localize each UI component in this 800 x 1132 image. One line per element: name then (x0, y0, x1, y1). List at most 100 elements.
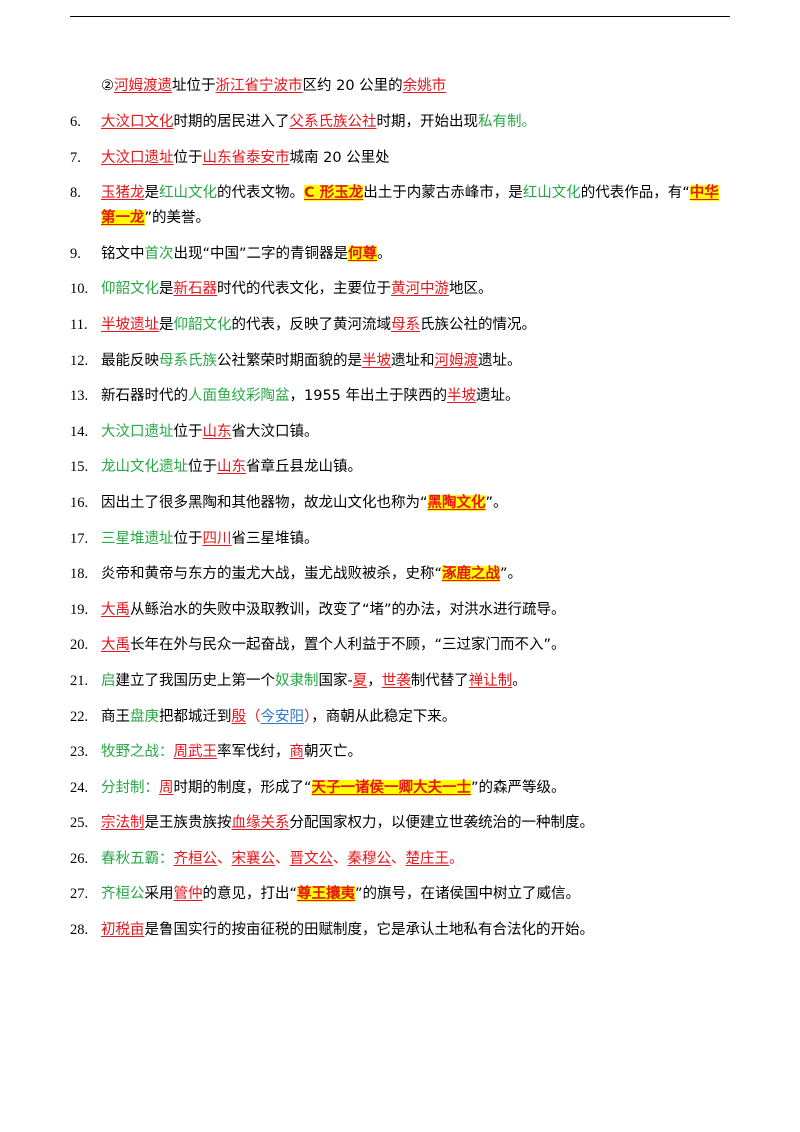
item-number: 22. (70, 708, 89, 725)
text-segment: 因出土了很多黑陶和其他器物，故龙山文化也称为“ (101, 494, 428, 511)
key-term: 初税亩 (101, 922, 145, 939)
key-term: 、 (275, 850, 290, 867)
key-term: 龙山文化遗址 (101, 459, 188, 476)
text-segment: 位于 (173, 149, 203, 166)
item-number: 28. (70, 922, 89, 939)
text-segment: 的代表，反映了黄河流域 (231, 316, 392, 333)
text-segment: 把都城迁到 (159, 708, 232, 725)
key-term: 世袭 (381, 672, 411, 689)
highlighted-term: 何尊 (348, 245, 378, 262)
list-item: 14. 大汶口遗址位于山东省大汶口镇。 (70, 420, 732, 445)
text-segment: 时期，开始出现 (376, 114, 479, 130)
text-segment: 的意见，打出“ (202, 886, 298, 903)
text-segment: ”。 (485, 494, 508, 511)
highlighted-term: 黑陶文化 (427, 494, 486, 511)
item-number: 16. (70, 494, 89, 511)
list-item: 26. 春秋五霸：齐桓公、宋襄公、晋文公、秦穆公、楚庄王。 (70, 847, 732, 872)
text-segment: 遗址。 (476, 388, 520, 405)
key-term: 母系 (391, 316, 420, 333)
key-term: 红山文化 (159, 185, 217, 202)
item-number: 9. (70, 245, 81, 262)
key-term: 、 (333, 850, 348, 867)
list-item: 18. 炎帝和黄帝与东方的蚩尤大战，蚩尤战败被杀，史称“涿鹿之战”。 (70, 562, 732, 587)
list-item: 10. 仰韶文化是新石器时代的代表文化，主要位于黄河中游地区。 (70, 277, 732, 302)
key-term: 人面鱼纹彩陶盆 (188, 388, 290, 405)
list-item: 17. 三星堆遗址位于四川省三星堆镇。 (70, 527, 732, 552)
key-term: 四川 (202, 530, 232, 547)
text-segment: 时代的代表文化，主要位于 (217, 281, 391, 298)
list-item: 28. 初税亩是鲁国实行的按亩征税的田赋制度，它是承认土地私有合法化的开始。 (70, 918, 732, 943)
text-segment: 是鲁国实行的按亩征税的田赋制度，它是承认土地私有合法化的开始。 (144, 922, 595, 939)
key-term: 玉猪龙 (101, 185, 145, 202)
key-term: 山东 (202, 423, 232, 440)
key-term: 大汶口文化 (101, 114, 174, 130)
key-term: 大禹 (101, 601, 130, 618)
text-segment: 建立了我国历史上第一个 (115, 672, 276, 689)
key-term: 、 (391, 850, 406, 867)
key-term: 仰韶文化 (173, 316, 232, 333)
key-term: 河姆渡 (434, 352, 479, 369)
item-number: 18. (70, 566, 89, 583)
list-item: 21. 启建立了我国历史上第一个奴隶制国家-夏，世袭制代替了禅让制。 (70, 669, 732, 694)
text-segment: 的代表作品，有“ (580, 185, 690, 202)
text-segment: 省三星堆镇。 (231, 530, 319, 547)
list-item: 25. 宗法制是王族贵族按血缘关系分配国家权力，以便建立世袭统治的一种制度。 (70, 811, 732, 836)
item-number: 23. (70, 744, 89, 761)
item-number: 27. (70, 886, 89, 903)
key-term: 周武王 (173, 744, 218, 761)
text-segment: 遗址。 (478, 352, 522, 369)
list-item: 19. 大禹从鲧治水的失败中汲取教训，改变了“堵”的办法，对洪水进行疏导。 (70, 598, 732, 623)
text-segment: 制代替了 (410, 672, 469, 689)
key-term: 启 (101, 672, 116, 689)
text-segment: 址位于 (172, 78, 216, 94)
key-term: 红山文化 (522, 185, 581, 202)
key-term: 商 (289, 744, 305, 761)
key-term: 首次 (144, 245, 174, 262)
list-item: 7. 大汶口遗址位于山东省泰安市城南 20 公里处 (70, 146, 732, 171)
item-number: 10. (70, 281, 89, 298)
key-term: 管仲 (173, 886, 203, 903)
key-term: 大汶口遗址 (101, 149, 174, 166)
key-term: 殷 (231, 708, 247, 725)
text-segment: 省章丘县龙山镇。 (246, 459, 362, 476)
key-term: 大禹 (101, 637, 130, 654)
text-segment: 炎帝和黄帝与东方的蚩尤大战，蚩尤战败被杀，史称“ (101, 566, 443, 583)
highlighted-term: 天子一诸侯一卿大夫一士 (311, 779, 472, 796)
key-term: （ (246, 708, 261, 725)
key-term: 半坡遗址 (101, 316, 159, 333)
text-segment: 采用 (144, 886, 174, 903)
key-term: 私有制 (478, 114, 522, 130)
key-term: 半坡 (362, 352, 391, 369)
list-item: 11. 半坡遗址是仰韶文化的代表，反映了黄河流域母系氏族公社的情况。 (70, 313, 732, 338)
key-term: 血缘关系 (231, 815, 290, 832)
key-term: 晋文公 (289, 850, 334, 867)
key-term: 今安阳 (260, 708, 305, 725)
text-segment: 最能反映 (101, 352, 159, 369)
text-segment: 城南 20 公里处 (289, 149, 390, 166)
text-segment: 是王族贵族按 (144, 815, 232, 832)
text-segment: ”的森严等级。 (471, 779, 566, 796)
text-segment: ② (101, 78, 114, 94)
key-term: 大汶口遗址 (101, 423, 174, 440)
text-segment: ， (367, 672, 382, 689)
key-term: 夏 (352, 672, 368, 689)
text-segment: 地区。 (449, 281, 493, 298)
text-segment: 。 (512, 672, 527, 689)
item-number: 14. (70, 423, 89, 440)
key-term: 山东 (217, 459, 246, 476)
text-segment: 时期的制度，形成了“ (173, 779, 312, 796)
highlighted-term: 尊王攘夷 (297, 886, 356, 903)
list-item: 20. 大禹长年在外与民众一起奋战，置个人利益于不顾，“三过家门而不入”。 (70, 633, 732, 658)
list-item: 16. 因出土了很多黑陶和其他器物，故龙山文化也称为“黑陶文化”。 (70, 491, 732, 516)
key-term: 禅让制 (468, 672, 513, 689)
text-segment: 出土于内蒙古赤峰市，是 (363, 185, 523, 202)
text-segment: ，1955 年出土于陕西的 (289, 388, 448, 405)
text-segment: 位于 (173, 423, 203, 440)
key-term: 。 (521, 114, 537, 130)
text-segment: 长年在外与民众一起奋战，置个人利益于不顾，“三过家门而不入”。 (130, 637, 566, 654)
item-number: 11. (70, 316, 88, 333)
highlighted-term: C 形玉龙 (304, 185, 364, 202)
key-term: 宋襄公 (231, 850, 276, 867)
list-item: ②河姆渡遗址位于浙江省宁波市区约 20 公里的余姚市 (70, 74, 732, 99)
text-segment: 从鲧治水的失败中汲取教训，改变了“堵”的办法，对洪水进行疏导。 (130, 601, 566, 618)
